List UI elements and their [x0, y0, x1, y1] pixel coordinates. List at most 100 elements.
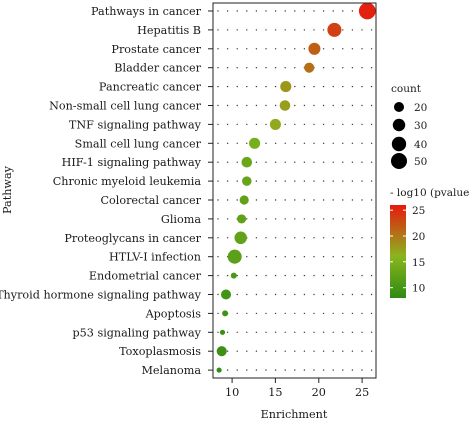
grid-dot — [303, 369, 306, 371]
grid-dot — [351, 123, 354, 126]
data-point — [249, 137, 261, 149]
pathway-label: TNF signaling pathway — [69, 118, 202, 131]
grid-dot — [246, 85, 248, 88]
grid-dot — [236, 10, 238, 12]
grid-dot — [255, 85, 258, 88]
x-tick-label: 20 — [312, 386, 326, 399]
grid-dot — [370, 293, 373, 296]
grid-dot — [236, 331, 238, 333]
pathway-label: p53 signaling pathway — [73, 326, 202, 339]
grid-dot — [265, 274, 267, 277]
grid-dot — [361, 237, 363, 239]
grid-dot — [361, 350, 363, 352]
data-point — [358, 2, 376, 20]
pathway-label: Pancreatic cancer — [99, 81, 202, 94]
grid-dot — [265, 237, 267, 239]
grid-dot — [313, 218, 315, 220]
grid-dot — [217, 256, 219, 258]
grid-dot — [236, 199, 238, 201]
grid-dot — [351, 85, 354, 88]
grid-dot — [313, 350, 315, 352]
grid-dot — [342, 10, 344, 12]
data-point — [222, 310, 229, 317]
grid-dot — [284, 199, 286, 201]
grid-dot — [246, 350, 248, 352]
grid-dot — [274, 48, 277, 50]
grid-dot — [370, 85, 373, 88]
grid-dot — [255, 123, 258, 126]
y-axis-title: Pathway — [1, 165, 14, 214]
grid-dot — [322, 369, 325, 371]
grid-dot — [313, 237, 315, 239]
data-point — [269, 118, 281, 130]
grid-dot — [322, 293, 325, 296]
grid-dot — [361, 312, 363, 315]
grid-dot — [284, 331, 286, 333]
grid-dot — [284, 218, 286, 220]
data-point — [241, 156, 253, 168]
pvalue-colorbar — [390, 205, 406, 298]
grid-dot — [274, 331, 277, 333]
grid-dot — [255, 180, 258, 182]
grid-dot — [351, 29, 354, 31]
pathway-label: Non-small cell lung cancer — [49, 100, 202, 113]
grid-dot — [303, 180, 306, 182]
grid-dot — [217, 312, 219, 315]
pathway-label: Colorectal cancer — [100, 194, 201, 207]
grid-dot — [294, 29, 296, 31]
grid-dot — [294, 312, 296, 315]
grid-dot — [274, 104, 277, 107]
grid-dot — [236, 180, 238, 182]
data-points — [216, 2, 376, 373]
grid-dot — [246, 312, 248, 315]
grid-dot — [217, 29, 219, 31]
data-point — [242, 176, 252, 186]
grid-dot — [351, 218, 354, 220]
grid-dot — [361, 104, 363, 107]
grid-dot — [361, 29, 363, 31]
grid-dot — [274, 142, 277, 144]
pvalue-legend: - log10 (pvalue) 10 15 20 25 — [390, 187, 469, 298]
grid-dot — [274, 199, 277, 201]
x-axis-title: Enrichment — [261, 408, 328, 421]
grid-dot — [332, 293, 334, 296]
grid-dot — [303, 237, 306, 239]
colorbar-tick-label: 20 — [412, 231, 425, 243]
grid-dot — [332, 10, 334, 12]
grid-dot — [274, 10, 277, 12]
data-point — [219, 329, 226, 335]
grid-dot — [303, 161, 306, 163]
grid-dot — [284, 29, 286, 31]
grid-dot — [332, 142, 334, 144]
data-point — [279, 100, 291, 111]
grid-dot — [351, 10, 354, 12]
pathway-label: Apoptosis — [145, 307, 202, 320]
pathway-label: Chronic myeloid leukemia — [53, 175, 202, 188]
count-legend-label: 20 — [414, 102, 427, 114]
grid-dot — [284, 256, 286, 258]
x-tick-label: 10 — [225, 386, 239, 399]
grid-dot — [255, 369, 258, 371]
grid-dot — [370, 67, 373, 69]
grid-dot — [303, 350, 306, 352]
grid-dot — [332, 199, 334, 201]
grid-dot — [255, 67, 258, 69]
grid-dot — [255, 29, 258, 31]
grid-dot — [322, 274, 325, 277]
grid-dot — [370, 274, 373, 277]
grid-dot — [265, 104, 267, 107]
grid-dot — [226, 29, 229, 31]
grid-dot — [246, 274, 248, 277]
pathway-label: Melanoma — [141, 364, 201, 377]
count-legend: count 20 30 40 50 — [390, 83, 427, 170]
count-legend-label: 30 — [414, 120, 427, 132]
grid-dot — [246, 67, 248, 69]
grid-dot — [255, 293, 258, 296]
grid-dot — [370, 369, 373, 371]
grid-dot — [351, 293, 354, 296]
grid-dot — [265, 29, 267, 31]
grid-dot — [351, 199, 354, 201]
grid-dot — [322, 10, 325, 12]
grid-dot — [265, 180, 267, 182]
count-legend-title: count — [391, 83, 422, 95]
